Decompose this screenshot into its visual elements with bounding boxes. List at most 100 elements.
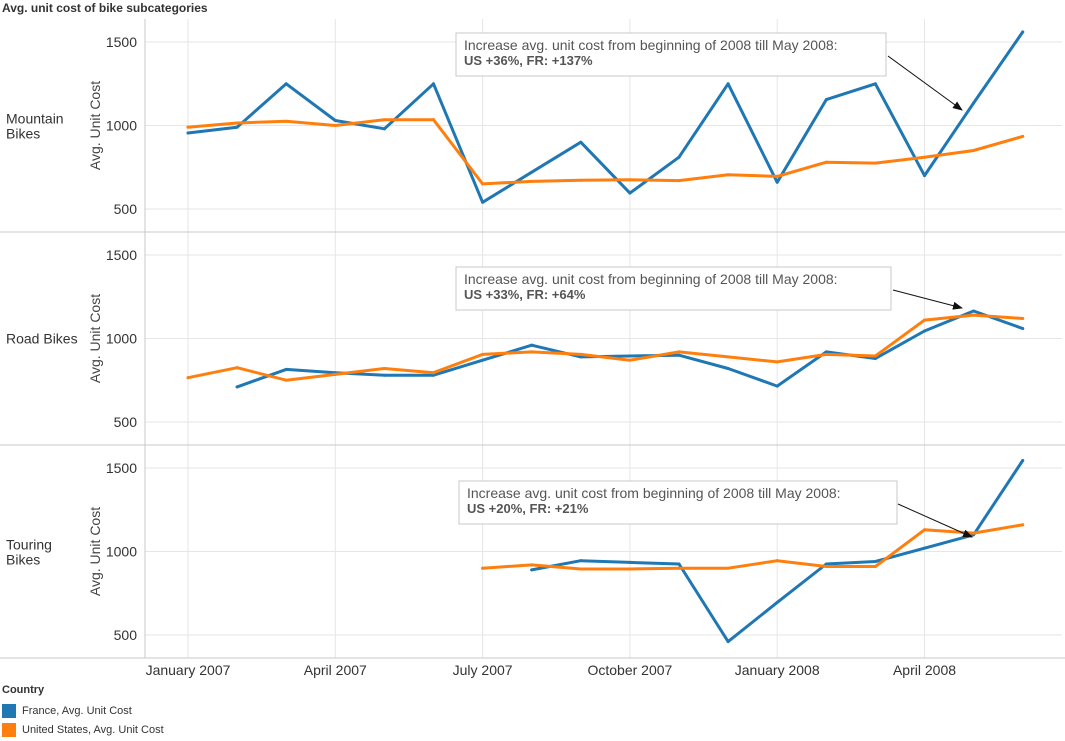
data-point: [382, 118, 386, 122]
data-point: [824, 562, 828, 566]
data-point: [873, 161, 877, 165]
y-tick-label: 1500: [106, 34, 137, 50]
data-point: [284, 119, 288, 123]
data-point: [432, 373, 435, 377]
annotation-arrow: [887, 55, 963, 111]
data-point: [824, 352, 828, 356]
data-point: [677, 179, 681, 183]
data-point: [186, 376, 190, 380]
row-label-line: Mountain: [6, 111, 64, 127]
data-point: [579, 140, 583, 144]
data-point: [775, 180, 779, 184]
x-tick-label: April 2008: [893, 662, 956, 678]
data-point: [579, 567, 583, 571]
x-tick-label: January 2008: [735, 662, 820, 678]
data-point: [1021, 316, 1025, 320]
annotation-box: [458, 480, 898, 525]
data-point: [824, 98, 828, 102]
data-point: [1021, 326, 1025, 330]
data-point: [923, 174, 926, 178]
data-point: [726, 566, 730, 570]
data-point: [235, 125, 239, 129]
legend-label-united-states: United States, Avg. Unit Cost: [22, 723, 164, 736]
data-point: [481, 566, 485, 570]
data-point: [432, 82, 435, 86]
row-label-line: Road Bikes: [6, 331, 78, 347]
data-point: [628, 560, 632, 564]
data-point: [579, 355, 583, 359]
data-point: [628, 567, 632, 571]
data-point: [775, 174, 779, 178]
annotation-line1: Increase avg. unit cost from beginning o…: [467, 485, 841, 501]
row-label-line: Touring: [6, 537, 52, 553]
data-point: [972, 531, 976, 535]
annotation-line2: US +20%, FR: +21%: [467, 501, 589, 516]
annotation-line2: US +33%, FR: +64%: [464, 287, 586, 302]
data-point: [382, 367, 386, 371]
row-label-road-bikes: Road Bikes: [6, 331, 78, 347]
data-point: [382, 373, 386, 377]
data-point: [530, 343, 534, 347]
data-point: [726, 82, 730, 86]
data-point: [432, 118, 435, 122]
data-point: [873, 354, 877, 358]
y-tick-label: 1000: [106, 544, 137, 560]
y-axis-title: Avg. Unit Cost: [87, 294, 103, 383]
data-point: [775, 384, 779, 388]
chart-area: 500 1000 1500 Avg. Unit Cost Mountain Bikes In…: [0, 19, 1065, 678]
data-point: [628, 191, 632, 195]
data-point: [923, 329, 926, 333]
data-point: [972, 149, 976, 153]
data-point: [481, 352, 485, 356]
x-tick-label: April 2007: [304, 662, 367, 678]
data-point: [579, 559, 583, 563]
data-point: [923, 546, 926, 550]
annotation-arrow: [892, 289, 963, 310]
row-label-line: Bikes: [6, 126, 40, 142]
data-point: [873, 357, 877, 361]
data-point: [824, 565, 828, 569]
y-tick-label: 500: [114, 201, 138, 217]
data-point: [677, 566, 681, 570]
data-point: [481, 182, 485, 186]
data-point: [333, 124, 337, 127]
data-point: [284, 367, 288, 371]
data-point: [579, 352, 583, 356]
annotation-line1: Increase avg. unit cost from beginning o…: [464, 37, 838, 53]
chart-title: Avg. unit cost of bike subcategories: [2, 1, 208, 15]
data-point: [628, 358, 632, 362]
data-point: [530, 170, 534, 174]
data-point: [481, 358, 485, 362]
legend-swatch-united-states: [2, 722, 16, 737]
series-line-united-states-avg-unit-cost-road-bikes: [186, 313, 1025, 382]
data-point: [382, 127, 386, 131]
data-point: [726, 173, 730, 177]
y-axis-title: Avg. Unit Cost: [87, 81, 103, 170]
series-line-france-avg-unit-cost-mountain-bikes: [186, 30, 1025, 204]
data-point: [824, 160, 828, 164]
y-tick-label: 1500: [106, 247, 137, 263]
data-point: [1021, 134, 1025, 138]
data-point: [530, 350, 534, 354]
legend: Country France, Avg. Unit Cost United St…: [2, 684, 164, 739]
y-tick-label: 1000: [106, 118, 137, 134]
data-point: [1021, 523, 1025, 527]
series-line-united-states-avg-unit-cost-touring-bikes: [481, 523, 1025, 571]
annotation-arrow: [897, 503, 973, 538]
y-axis-title: Avg. Unit Cost: [87, 507, 103, 596]
data-point: [235, 121, 239, 125]
y-tick-label: 1500: [106, 460, 137, 476]
data-point: [333, 372, 337, 376]
data-point: [923, 318, 926, 322]
data-point: [579, 178, 583, 182]
data-point: [873, 560, 877, 564]
legend-label-france: France, Avg. Unit Cost: [22, 704, 132, 717]
legend-item-united-states[interactable]: United States, Avg. Unit Cost: [2, 720, 164, 739]
data-point: [1021, 459, 1025, 463]
data-point: [677, 350, 681, 354]
data-point: [726, 367, 730, 371]
data-point: [923, 528, 926, 532]
legend-title: Country: [2, 684, 45, 696]
data-point: [186, 131, 190, 135]
legend-item-france[interactable]: France, Avg. Unit Cost: [2, 701, 164, 720]
